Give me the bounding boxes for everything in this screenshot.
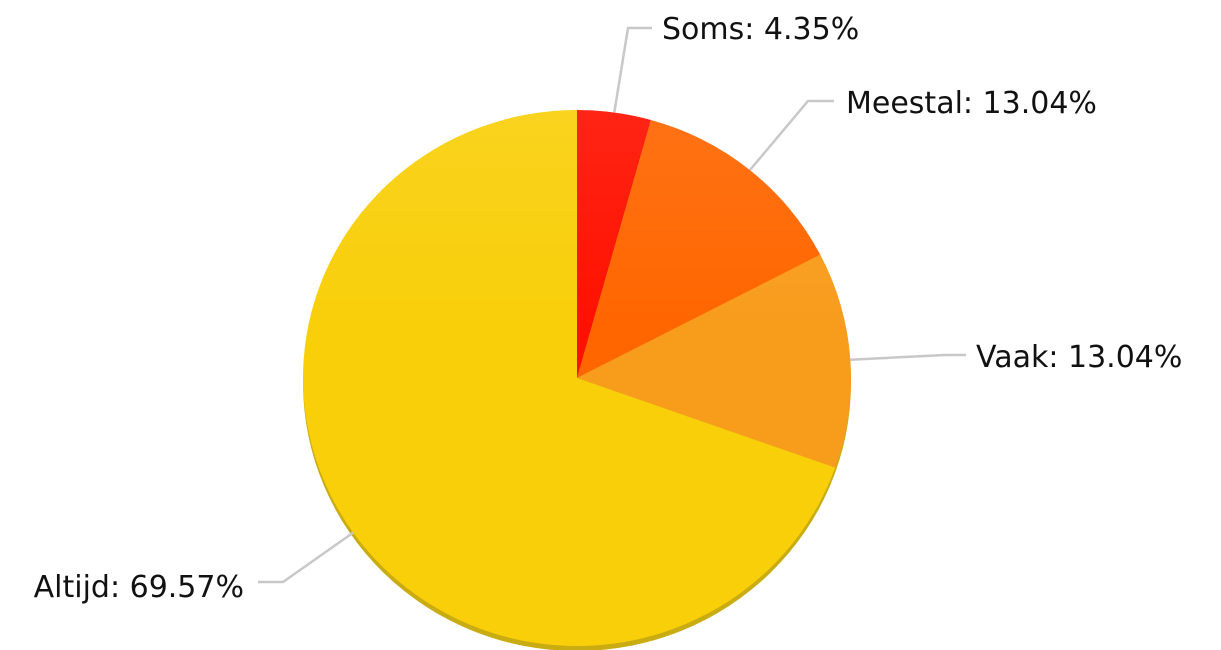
slice-label-altijd: Altijd: 69.57% bbox=[34, 570, 244, 605]
leader-lines bbox=[258, 26, 966, 584]
slice-label-meestal: Meestal: 13.04% bbox=[846, 86, 1097, 121]
leader-line-vaak bbox=[850, 353, 966, 361]
leader-line-soms bbox=[613, 26, 652, 113]
leader-line-meestal bbox=[748, 99, 834, 171]
pie-slices bbox=[303, 60, 852, 647]
slice-labels: Soms: 4.35% Meestal: 13.04% Vaak: 13.04% Al… bbox=[34, 12, 1183, 605]
pie-highlight bbox=[303, 60, 851, 328]
slice-label-vaak: Vaak: 13.04% bbox=[976, 340, 1182, 375]
slice-label-soms: Soms: 4.35% bbox=[662, 12, 859, 47]
leader-line-altijd bbox=[258, 531, 354, 584]
